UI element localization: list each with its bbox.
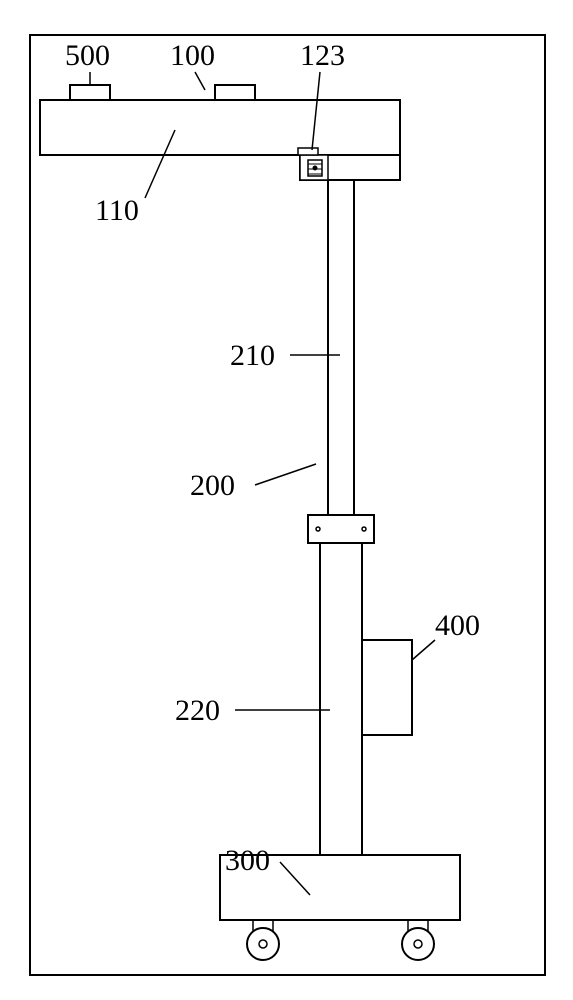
label-400: 400 [435,609,480,642]
leader-l100 [195,72,205,90]
side-box-400 [362,640,412,735]
leader-l400 [412,640,435,660]
label-110: 110 [95,194,139,227]
wheel-l-hub [259,940,267,948]
top-beam [40,100,400,155]
label-200: 200 [190,469,235,502]
leader-l200 [255,464,316,485]
collar-dot-r [362,527,366,531]
figure: 500 100 123 110 210 200 400 220 300 [0,0,573,1000]
top-tab-left [70,85,110,100]
hinge-dot [313,166,317,170]
label-220: 220 [175,694,220,727]
pole-upper [328,180,354,515]
hinge-notch [298,148,318,155]
label-300: 300 [225,844,270,877]
label-100: 100 [170,39,215,72]
pole-lower [320,543,362,855]
outer-frame [30,35,545,975]
label-123: 123 [300,39,345,72]
label-210: 210 [230,339,275,372]
wheel-r-hub [414,940,422,948]
label-500: 500 [65,39,110,72]
top-tab-mid [215,85,255,100]
collar-dot-l [316,527,320,531]
